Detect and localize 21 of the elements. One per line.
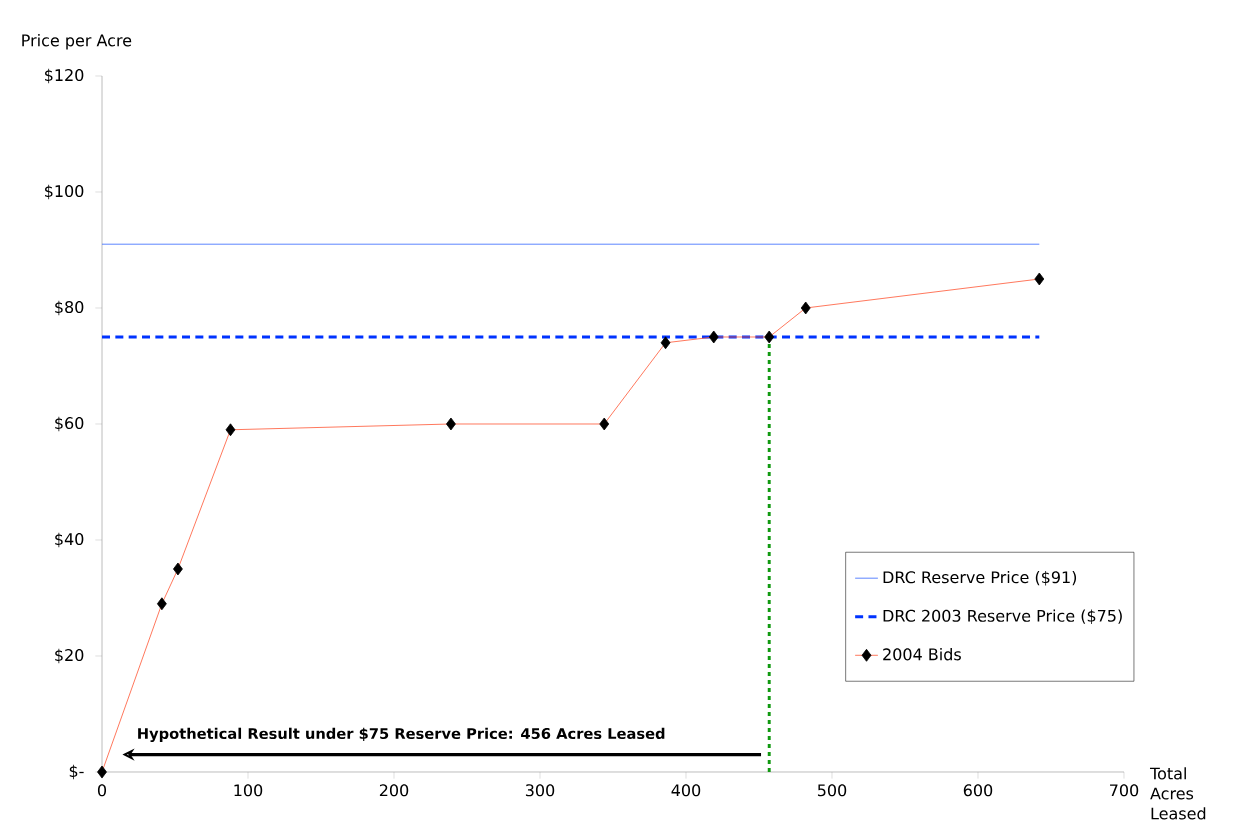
legend-label: DRC 2003 Reserve Price ($75) [883,609,1122,624]
x-tick-label: 600 [963,784,993,797]
y-tick-label: $80 [55,300,84,316]
y-tick-label: $40 [55,532,84,548]
y-tick-label: $60 [55,416,84,432]
x-axis-title: Total Acres Leased [1149,767,1206,820]
x-tick-label: 700 [1110,784,1139,797]
y-tick-label: $20 [55,648,84,664]
x-tick-label: 200 [379,784,409,797]
x-tick-label: 0 [97,784,107,797]
annotation: Hypothetical Result under $75 Reserve Price: 456 Acres Leased [138,727,665,743]
y-tick-label: $120 [45,68,84,84]
x-tick-label: 100 [234,784,263,797]
legend-label: 2004 Bids [883,648,961,661]
x-tick-label: 300 [525,784,555,797]
legend-label: DRC Reserve Price ($91) [883,570,1077,586]
y-axis-title: Price per Acre [22,34,132,50]
y-tick-label: $100 [45,184,84,200]
x-tick-label: 500 [817,784,847,797]
y-tick-label: $- [69,764,84,780]
x-tick-label: 400 [671,784,701,797]
